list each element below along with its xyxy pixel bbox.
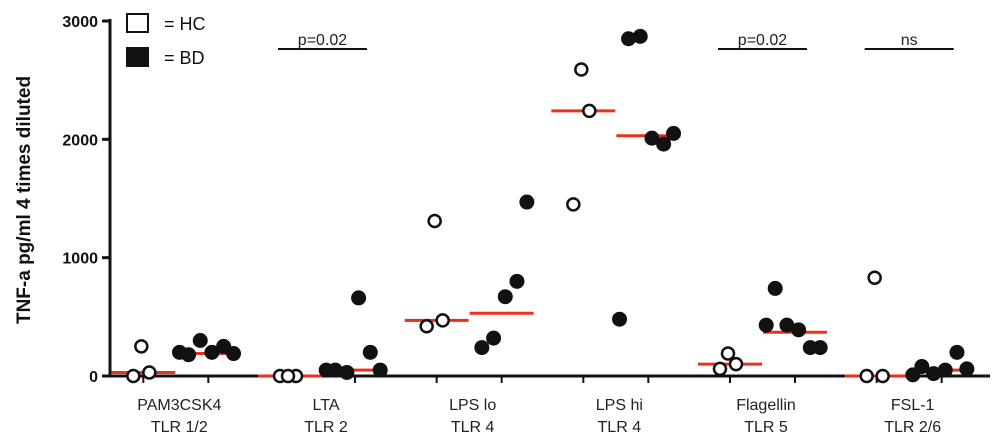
bd-point: [666, 125, 682, 141]
x-category-label: LTA: [313, 397, 340, 414]
bd-point: [656, 136, 672, 152]
y-tick-label: 3000: [62, 14, 98, 31]
significance-label: p=0.02: [298, 32, 347, 49]
y-tick-label: 0: [89, 369, 98, 386]
bd-point: [519, 194, 535, 210]
significance-bars: p=0.02 p=0.02 ns: [278, 32, 954, 50]
y-tick-label: 1000: [62, 251, 98, 268]
x-receptor-label: TLR 5: [744, 419, 788, 436]
y-tick-label: 2000: [62, 132, 98, 149]
hc-point: [427, 213, 442, 229]
hc-point: [566, 197, 581, 212]
bd-point: [372, 362, 388, 378]
bd-point: [612, 311, 628, 327]
x-category-label: PAM3CSK4: [137, 397, 221, 414]
bd-point: [509, 273, 525, 289]
bd-point: [758, 317, 774, 333]
hc-point: [582, 103, 597, 119]
hc-point: [867, 270, 882, 286]
x-category-label: FSL-1: [891, 397, 935, 414]
hc-point: [419, 319, 434, 334]
bd-point: [474, 340, 490, 356]
bd-point: [905, 367, 921, 383]
bd-point: [812, 340, 828, 356]
x-receptor-label: TLR 1/2: [151, 419, 208, 436]
bd-point: [497, 289, 513, 305]
hc-point: [126, 368, 141, 384]
legend-bd-swatch: [126, 47, 149, 67]
bd-point: [339, 364, 355, 380]
bd-point: [959, 361, 975, 377]
points: [126, 28, 975, 384]
hc-point: [280, 368, 296, 384]
x-category-label: LPS lo: [449, 397, 496, 414]
bd-point: [632, 28, 648, 44]
bd-point: [362, 344, 378, 360]
x-receptor-label: TLR 4: [451, 419, 495, 436]
hc-point: [728, 356, 744, 372]
bd-point: [318, 362, 334, 378]
hc-point: [712, 361, 728, 377]
hc-point: [574, 62, 589, 77]
bd-point: [791, 322, 807, 338]
hc-point: [134, 339, 149, 354]
bd-point: [949, 344, 965, 360]
bd-point: [767, 280, 783, 296]
bd-point: [226, 346, 242, 362]
hc-point: [720, 346, 736, 361]
legend: = HC = BD: [126, 13, 206, 68]
significance-label: p=0.02: [738, 32, 787, 49]
x-receptor-label: TLR 2/6: [884, 419, 941, 436]
y-axis-label: TNF-a pg/ml 4 times diluted: [14, 76, 35, 324]
x-category-label: LPS hi: [596, 397, 643, 414]
hc-point: [859, 368, 874, 384]
bd-point: [204, 344, 220, 360]
legend-bd-label: = BD: [164, 48, 205, 68]
bd-point: [486, 330, 502, 346]
bd-point: [351, 290, 367, 306]
bd-point: [192, 333, 208, 348]
legend-hc-swatch: [126, 13, 149, 33]
hc-point: [875, 368, 890, 384]
bd-point: [172, 344, 188, 360]
hc-point: [435, 313, 450, 328]
legend-hc-label: = HC: [164, 14, 206, 34]
significance-label: ns: [901, 32, 918, 49]
x-axis: PAM3CSK4 TLR 1/2 LTA TLR 2 LPS lo TLR 4 LPS hi…: [110, 374, 990, 436]
x-category-label: Flagellin: [736, 397, 796, 414]
y-axis: 0 1000 2000 3000: [62, 14, 112, 386]
medians: [111, 109, 974, 378]
x-receptor-label: TLR 4: [598, 419, 642, 436]
bd-point: [644, 130, 660, 146]
x-receptor-label: TLR 2: [304, 419, 348, 436]
bd-point: [937, 362, 953, 378]
hc-point: [142, 365, 157, 380]
